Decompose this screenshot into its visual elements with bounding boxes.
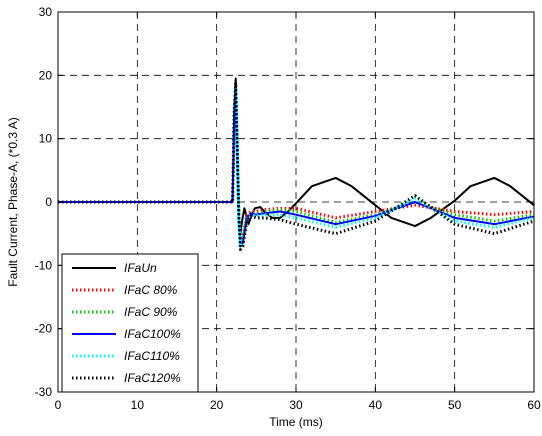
legend-box [61, 253, 199, 393]
x-tick-label: 0 [55, 398, 62, 412]
legend-label: IFaC100% [124, 327, 181, 341]
x-tick-label: 50 [448, 398, 462, 412]
y-axis-label: Fault Current, Phase-A, (*0.3 A) [6, 117, 20, 286]
axis-ticks: 0 10 20 30 40 50 60 -30 -20 -10 0 10 20 30 [35, 5, 541, 412]
legend-label: IFaC 90% [124, 305, 178, 319]
series-line-5 [58, 81, 535, 251]
legend-label: IFaUn [124, 261, 157, 275]
y-tick-label: 10 [39, 132, 53, 146]
y-tick-label: 0 [45, 195, 52, 209]
x-tick-label: 60 [527, 398, 541, 412]
x-tick-label: 40 [369, 398, 383, 412]
series-layer [58, 77, 535, 251]
x-tick-label: 20 [210, 398, 224, 412]
y-tick-label: -30 [35, 385, 53, 399]
legend-label: IFaC 80% [124, 283, 178, 297]
x-axis-label: Time (ms) [269, 415, 323, 429]
x-tick-label: 10 [131, 398, 145, 412]
legend: IFaUn IFaC 80% IFaC 90% IFaC100% IFaC110% IFa… [61, 253, 199, 393]
y-tick-label: -20 [35, 322, 53, 336]
legend-label: IFaC120% [124, 371, 181, 385]
series-line-3 [58, 87, 535, 248]
y-tick-label: 20 [39, 68, 53, 82]
y-tick-label: 30 [39, 5, 53, 19]
x-tick-label: 30 [289, 398, 303, 412]
y-tick-label: -10 [35, 258, 53, 272]
legend-label: IFaC110% [124, 349, 180, 363]
